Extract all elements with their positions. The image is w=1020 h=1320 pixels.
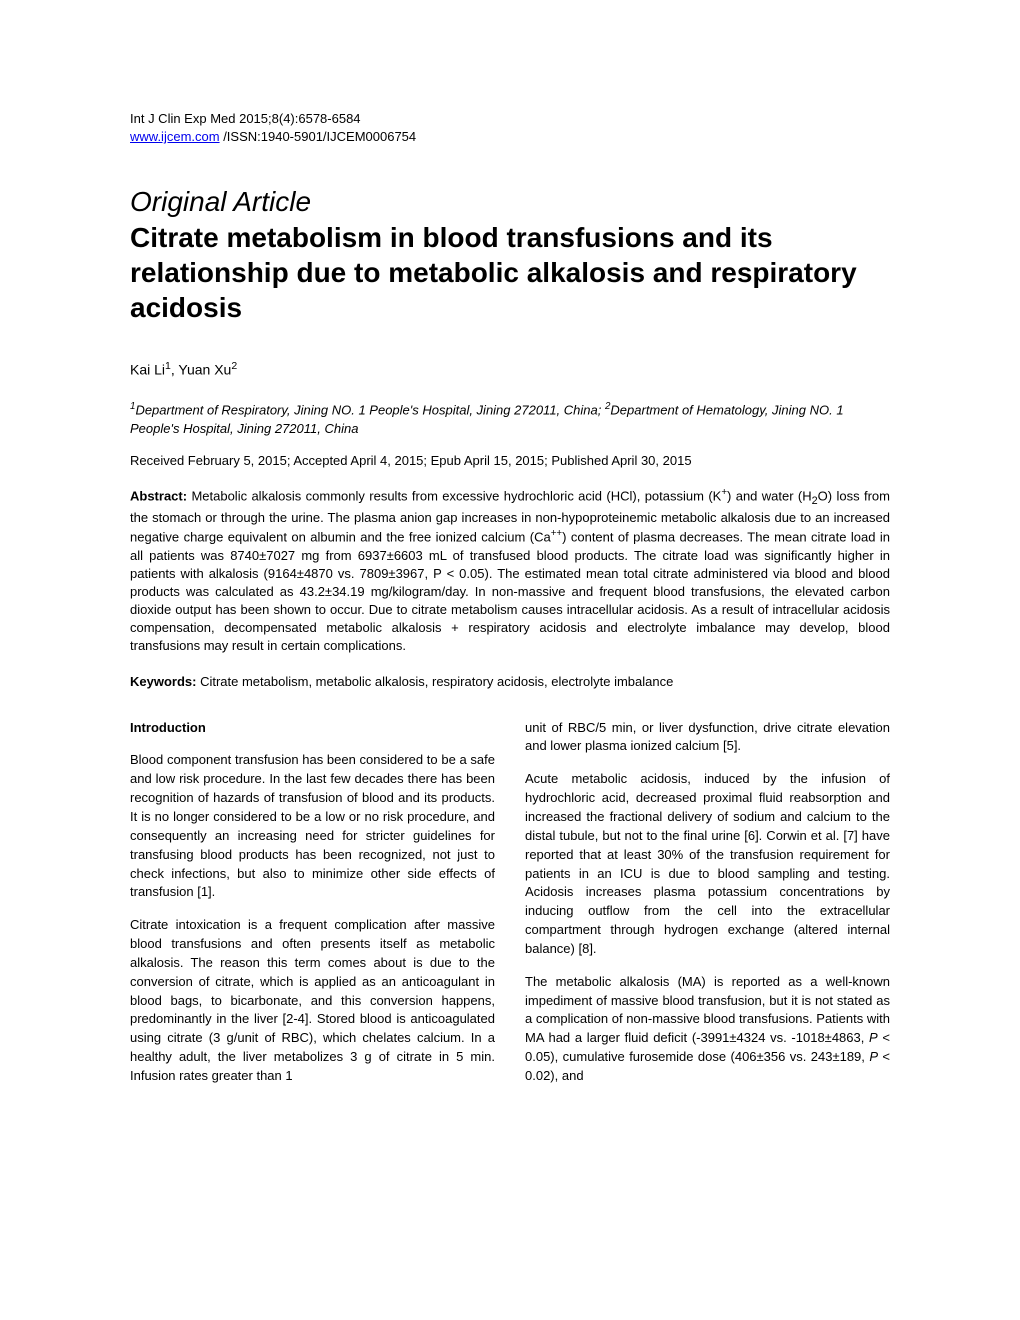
keywords-label: Keywords: [130,674,196,689]
body-paragraph: The metabolic alkalosis (MA) is reported… [525,973,890,1086]
abstract-text: Metabolic alkalosis commonly results fro… [187,488,721,503]
body-paragraph: unit of RBC/5 min, or liver dysfunction,… [525,719,890,757]
body-paragraph: Blood component transfusion has been con… [130,751,495,902]
keywords-text: Citrate metabolism, metabolic alkalosis,… [196,674,673,689]
body-columns: Introduction Blood component transfusion… [130,719,890,1100]
journal-url-line: www.ijcem.com /ISSN:1940-5901/IJCEM00067… [130,128,890,146]
abstract-text: ) content of plasma decreases. The mean … [130,529,890,653]
authors-line: Kai Li1, Yuan Xu2 [130,360,890,378]
abstract: Abstract: Metabolic alkalosis commonly r… [130,486,890,656]
journal-citation: Int J Clin Exp Med 2015;8(4):6578-6584 [130,110,890,128]
abstract-text: ) and water (H [727,488,812,503]
left-column: Introduction Blood component transfusion… [130,719,495,1100]
article-type: Original Article [130,186,890,218]
journal-url-link[interactable]: www.ijcem.com [130,129,220,144]
affiliations: 1Department of Respiratory, Jining NO. 1… [130,400,890,438]
author-affiliation-sup: 2 [231,360,237,372]
author-name: Kai Li [130,362,165,378]
author-name: , Yuan Xu [171,362,231,378]
ion-sup: ++ [551,528,562,539]
body-paragraph: Acute metabolic acidosis, induced by the… [525,770,890,958]
body-paragraph: Citrate intoxication is a frequent compl… [130,916,495,1086]
section-heading: Introduction [130,719,495,738]
journal-header: Int J Clin Exp Med 2015;8(4):6578-6584 w… [130,110,890,146]
issn-text: /ISSN:1940-5901/IJCEM0006754 [220,129,417,144]
right-column: unit of RBC/5 min, or liver dysfunction,… [525,719,890,1100]
article-title: Citrate metabolism in blood transfusions… [130,220,890,325]
publication-dates: Received February 5, 2015; Accepted Apri… [130,453,890,468]
affiliation-text: Department of Respiratory, Jining NO. 1 … [135,402,605,417]
keywords: Keywords: Citrate metabolism, metabolic … [130,674,890,689]
abstract-label: Abstract: [130,488,187,503]
